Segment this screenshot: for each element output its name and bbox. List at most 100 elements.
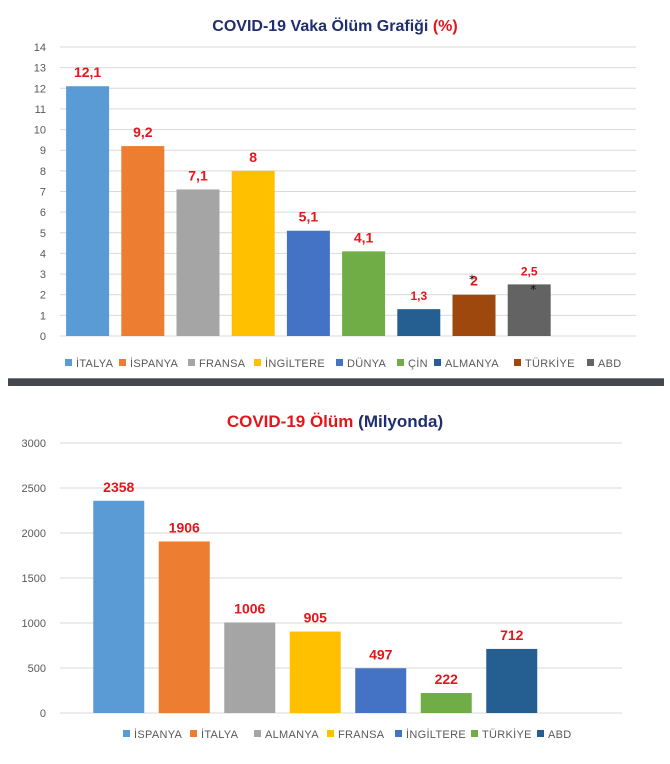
legend-label: FRANSA: [338, 729, 385, 741]
y-tick-label: 3000: [22, 438, 46, 450]
chart-title-case-fatality: COVID-19 Vaka Ölüm Grafiği (%): [0, 18, 670, 36]
legend-label: ALMANYA: [265, 729, 319, 741]
y-tick-label: 500: [28, 663, 46, 675]
bar-i̇ngi̇ltere: [231, 170, 275, 336]
y-tick-label: 3: [40, 269, 46, 281]
data-label: 497: [369, 646, 393, 662]
legend-swatch: [119, 359, 126, 366]
y-tick-label: 11: [35, 104, 46, 116]
y-tick-label: 2: [40, 290, 46, 302]
divider-gap-left: [0, 378, 8, 386]
bar-almanya: [224, 622, 276, 713]
legend-swatch: [327, 730, 334, 737]
legend-label: ABD: [548, 729, 572, 741]
chart-deaths-per-million: 0 500 1000 1500 2000 2500 3000 2358 1906 1006 905 4…: [22, 438, 622, 741]
bar-i̇spanya: [93, 500, 145, 713]
annotation-asterisk: *: [469, 273, 475, 287]
y-tick-label: 1500: [22, 573, 46, 585]
data-label: 712: [500, 627, 524, 643]
data-label: 5,1: [299, 209, 319, 225]
data-label: 4,1: [354, 229, 374, 245]
bar-fransa: [289, 631, 341, 713]
y-tick-label: 2000: [22, 528, 46, 540]
y-tick-label: 14: [34, 42, 46, 54]
legend-swatch: [537, 730, 544, 737]
data-label: 8: [249, 149, 257, 165]
data-label: 2358: [103, 479, 134, 495]
legend-label: İSPANYA: [130, 357, 179, 370]
y-tick-label: 2500: [22, 483, 46, 495]
data-label: 905: [304, 610, 328, 626]
data-label: 2: [470, 273, 478, 289]
bar-türki̇ye: [420, 693, 472, 713]
y-tick-label: 6: [40, 207, 46, 219]
data-label: 12,1: [74, 64, 101, 80]
legend-swatch: [471, 730, 478, 737]
bar-dünya: [286, 230, 330, 336]
panel-divider: [0, 378, 670, 386]
legend-swatch: [254, 359, 261, 366]
bar-türki̇ye: [452, 294, 496, 336]
data-label: 1906: [169, 519, 200, 535]
legend-swatch: [65, 359, 72, 366]
y-tick-label: 10: [34, 125, 46, 137]
chart-panel-deaths-per-million: COVID-19 Ölüm (Milyonda) 0 500 1000 1500 200…: [0, 386, 670, 764]
chart-title-main: COVID-19 Ölüm: [226, 412, 354, 431]
bar-i̇spanya: [121, 146, 165, 336]
bar-i̇talya: [66, 86, 110, 336]
legend-label: İTALYA: [201, 728, 239, 741]
y-tick-label: 5: [40, 228, 46, 240]
legend-label: TÜRKİYE: [482, 728, 532, 741]
y-tick-label: 8: [40, 166, 46, 178]
legend-label: FRANSA: [199, 358, 246, 370]
y-tick-label: 1000: [22, 618, 46, 630]
bar-çi̇n: [342, 251, 386, 336]
data-label: 222: [435, 671, 459, 687]
legend-swatch: [188, 359, 195, 366]
legend-label: İNGİLTERE: [265, 357, 325, 370]
chart-title-deaths-per-million: COVID-19 Ölüm (Milyonda): [0, 412, 670, 432]
y-tick-label: 4: [40, 248, 46, 260]
legend-label: DÜNYA: [347, 358, 387, 370]
legend-swatch: [397, 359, 404, 366]
legend-label: ALMANYA: [445, 358, 499, 370]
y-tick-label: 13: [34, 63, 46, 75]
legend-label: İSPANYA: [134, 728, 183, 741]
bar-almanya: [397, 309, 441, 336]
data-label: 2,5: [521, 264, 538, 278]
y-tick-label: 0: [40, 708, 46, 720]
bar-abd: [486, 648, 538, 713]
legend-swatch: [254, 730, 261, 737]
legend-swatch: [336, 359, 343, 366]
chart-case-fatality: 0123456789101112131412,19,27,185,14,11,3…: [34, 42, 636, 370]
bar-fransa: [176, 189, 220, 336]
bar-abd: [507, 284, 551, 336]
data-label: 1,3: [410, 289, 427, 303]
legend-swatch: [434, 359, 441, 366]
legend-label: İTALYA: [76, 357, 114, 370]
annotation-asterisk: *: [530, 282, 536, 296]
y-tick-label: 7: [40, 187, 46, 199]
y-tick-label: 12: [34, 83, 46, 95]
legend-swatch: [190, 730, 197, 737]
legend-label: TÜRKİYE: [525, 357, 575, 370]
legend-label: ÇİN: [408, 357, 428, 370]
y-tick-label: 9: [40, 145, 46, 157]
data-label: 7,1: [188, 167, 208, 183]
chart-title-main: COVID-19 Vaka Ölüm Grafiği: [212, 18, 429, 35]
data-label: 9,2: [133, 124, 153, 140]
chart-title-unit: (Milyonda): [358, 412, 444, 431]
legend-label: İNGİLTERE: [406, 728, 466, 741]
legend-swatch: [587, 359, 594, 366]
y-tick-label: 1: [40, 310, 46, 322]
divider-gap-right: [664, 378, 670, 386]
legend-label: ABD: [598, 358, 622, 370]
legend-swatch: [514, 359, 521, 366]
bar-i̇ngi̇ltere: [355, 668, 407, 713]
legend-swatch: [395, 730, 402, 737]
chart-title-unit: (%): [432, 18, 458, 35]
legend-swatch: [123, 730, 130, 737]
y-tick-label: 0: [40, 331, 46, 343]
data-label: 1006: [234, 600, 265, 616]
